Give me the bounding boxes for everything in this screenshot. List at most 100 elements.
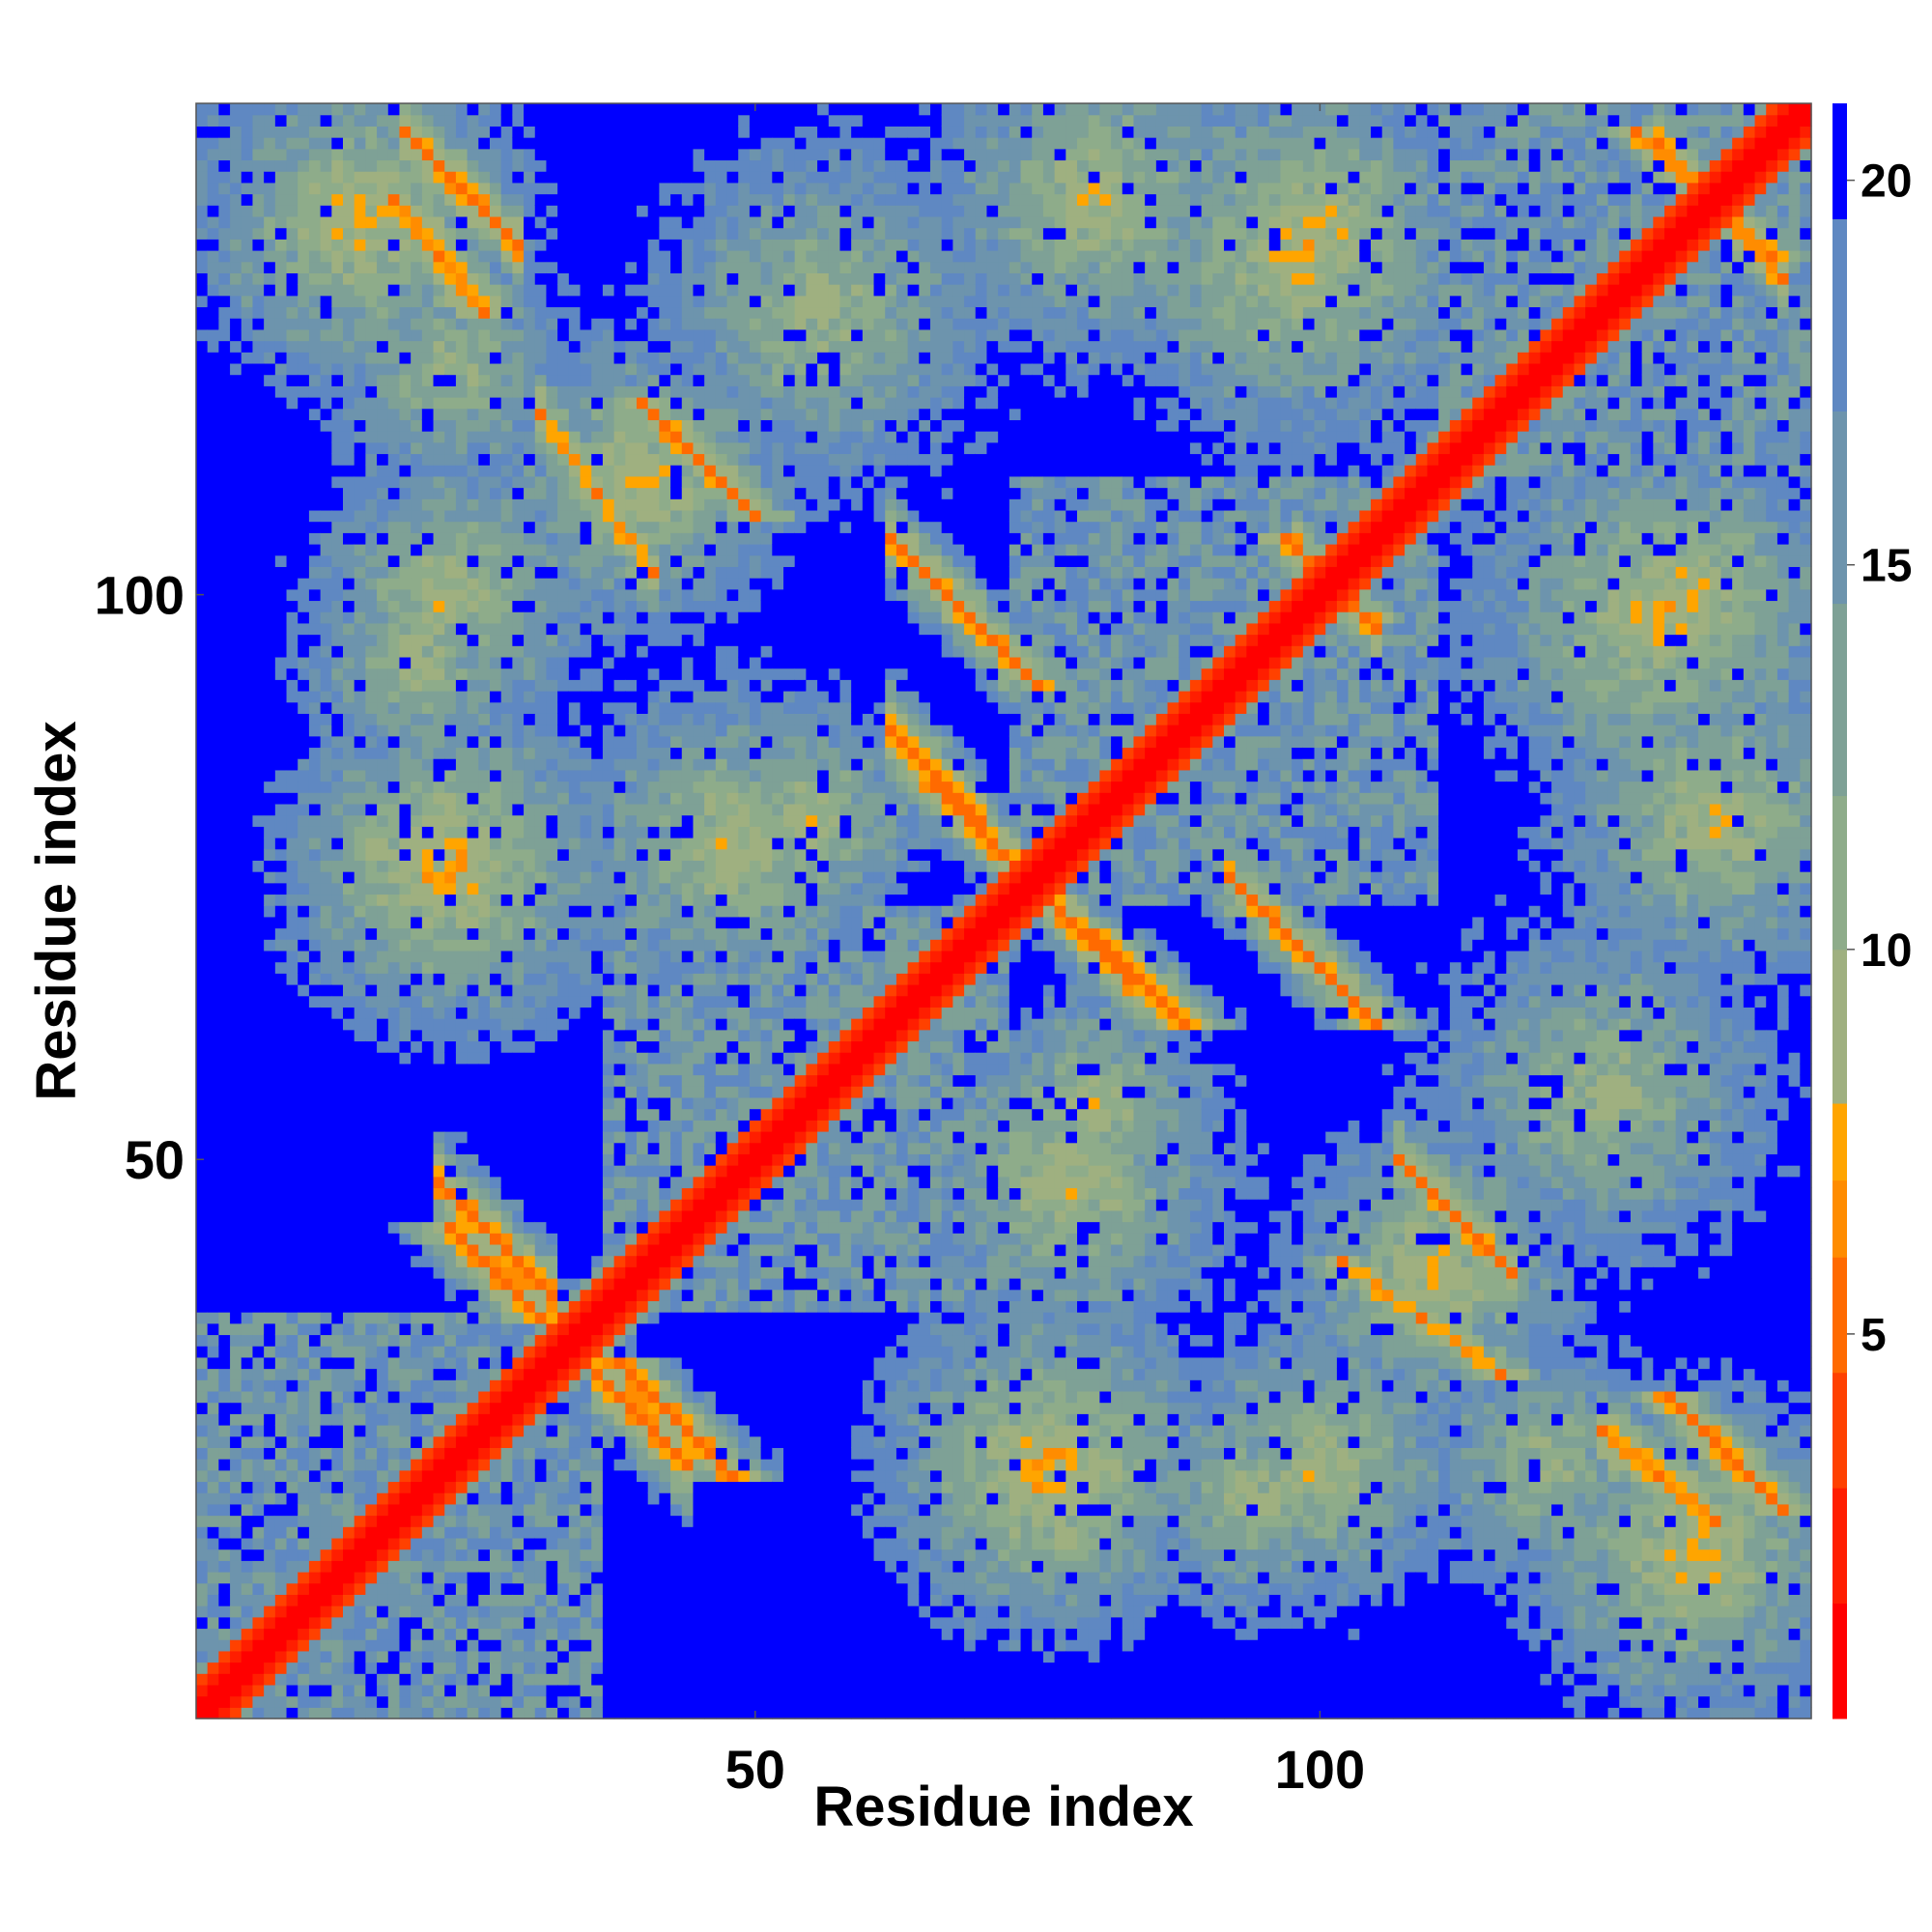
heatmap-cell — [467, 973, 479, 985]
heatmap-cell — [500, 328, 513, 342]
heatmap-cell — [298, 328, 310, 342]
heatmap-cell — [343, 882, 355, 895]
heatmap-cell — [387, 1266, 401, 1279]
heatmap-cell — [534, 1029, 548, 1042]
heatmap-cell — [500, 1120, 513, 1132]
heatmap-cell — [241, 1312, 254, 1324]
heatmap-cell — [467, 1233, 479, 1245]
heatmap-cell — [534, 1334, 548, 1347]
heatmap-cell — [580, 656, 592, 669]
heatmap-cell — [365, 1187, 378, 1200]
heatmap-cell — [490, 1560, 502, 1573]
heatmap-cell — [230, 1469, 242, 1483]
heatmap-cell — [252, 1481, 265, 1493]
heatmap-cell — [411, 1334, 423, 1347]
heatmap-cell — [421, 769, 435, 782]
heatmap-cell — [252, 1029, 265, 1042]
heatmap-cell — [568, 1018, 582, 1031]
heatmap-cell — [421, 1582, 435, 1595]
heatmap-cell — [557, 1334, 570, 1347]
heatmap-cell — [298, 487, 310, 499]
heatmap-cell — [411, 340, 423, 353]
heatmap-cell — [512, 385, 525, 398]
heatmap-cell — [467, 465, 479, 477]
heatmap-cell — [308, 1628, 322, 1640]
heatmap-cell — [207, 1176, 219, 1189]
heatmap-cell — [298, 1469, 310, 1483]
heatmap-cell — [399, 397, 412, 410]
heatmap-cell — [331, 1402, 344, 1414]
heatmap-cell — [207, 848, 219, 861]
heatmap-cell — [421, 1322, 435, 1336]
heatmap-cell — [433, 1052, 445, 1065]
heatmap-cell — [568, 1063, 582, 1076]
heatmap-cell — [512, 1187, 525, 1200]
heatmap-cell — [196, 634, 209, 646]
heatmap-cell — [534, 882, 548, 895]
heatmap-cell — [343, 1572, 355, 1584]
heatmap-cell — [524, 171, 536, 184]
heatmap-cell — [467, 272, 479, 285]
heatmap-cell — [331, 1605, 344, 1618]
heatmap-cell — [433, 250, 445, 263]
heatmap-cell — [500, 984, 513, 997]
heatmap-cell — [512, 894, 525, 906]
heatmap-cell — [196, 1052, 209, 1065]
heatmap-cell — [264, 441, 276, 455]
heatmap-cell — [230, 465, 242, 477]
heatmap-cell — [286, 1266, 298, 1279]
heatmap-cell — [455, 1503, 469, 1517]
heatmap-cell — [500, 769, 513, 782]
heatmap-cell — [320, 1209, 332, 1223]
heatmap-cell — [387, 1131, 401, 1144]
heatmap-cell — [274, 554, 288, 567]
heatmap-cell — [218, 950, 231, 963]
heatmap-cell — [546, 250, 558, 263]
heatmap-cell — [264, 939, 276, 952]
heatmap-cell — [478, 838, 491, 850]
heatmap-cell — [207, 1594, 219, 1606]
heatmap-cell — [421, 1153, 435, 1166]
heatmap-cell — [274, 758, 288, 771]
heatmap-cell — [568, 927, 582, 940]
heatmap-cell — [320, 227, 332, 240]
heatmap-cell — [478, 521, 491, 533]
heatmap-cell — [264, 1007, 276, 1019]
heatmap-cell — [308, 1469, 322, 1483]
heatmap-cell — [568, 1096, 582, 1110]
heatmap-cell — [252, 498, 265, 511]
heatmap-cell — [343, 691, 355, 703]
heatmap-cell — [580, 239, 592, 251]
heatmap-cell — [354, 701, 366, 714]
heatmap-cell — [274, 1526, 288, 1539]
heatmap-cell — [478, 114, 491, 127]
heatmap-cell — [455, 848, 469, 861]
heatmap-cell — [241, 1007, 254, 1019]
heatmap-cell — [331, 362, 344, 376]
heatmap-cell — [433, 148, 445, 161]
heatmap-cell — [274, 1209, 288, 1223]
heatmap-cell — [455, 1707, 469, 1719]
heatmap-cell — [218, 814, 231, 827]
heatmap-cell — [534, 1548, 548, 1561]
heatmap-cell — [467, 1402, 479, 1414]
heatmap-cell — [433, 588, 445, 602]
heatmap-cell — [467, 747, 479, 759]
heatmap-cell — [411, 1503, 423, 1517]
heatmap-cell — [467, 1650, 479, 1663]
heatmap-cell — [365, 838, 378, 850]
heatmap-cell — [320, 1018, 332, 1031]
heatmap-cell — [557, 431, 570, 443]
heatmap-cell — [444, 148, 457, 161]
heatmap-cell — [421, 1390, 435, 1404]
heatmap-cell — [387, 328, 401, 342]
heatmap-cell — [343, 973, 355, 985]
heatmap-cell — [298, 961, 310, 974]
heatmap-cell — [264, 1537, 276, 1550]
heatmap-cell — [455, 1639, 469, 1652]
heatmap-cell — [455, 1537, 469, 1550]
heatmap-cell — [546, 1346, 558, 1358]
heatmap-cell — [534, 1142, 548, 1154]
heatmap-cell — [286, 1673, 298, 1686]
heatmap-cell — [377, 611, 389, 624]
